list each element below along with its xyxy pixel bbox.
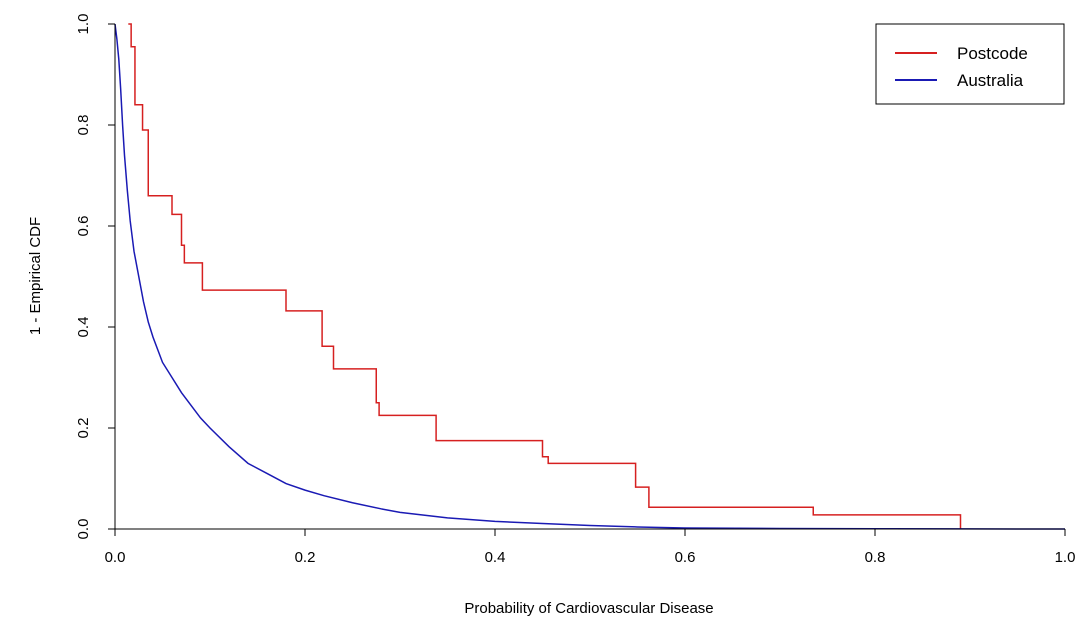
x-tick-label: 1.0	[1055, 549, 1076, 566]
legend-box	[875, 23, 1065, 105]
y-tick-label: 0.6	[75, 216, 92, 237]
series-layer	[114, 23, 1065, 530]
x-tick-label: 0.8	[865, 549, 886, 566]
x-tick-label: 0.6	[675, 549, 696, 566]
y-axis-title: 1 - Empirical CDF	[27, 217, 44, 335]
series-line-australia	[114, 23, 1065, 530]
x-tick-label: 0.0	[105, 549, 126, 566]
series-line-postcode	[128, 23, 962, 529]
y-ticks: 0.0 0.2 0.4 0.6 0.8 1.0	[75, 14, 115, 540]
x-tick-label: 0.4	[485, 549, 506, 566]
y-tick-label: 0.0	[75, 519, 92, 540]
y-tick-label: 0.2	[75, 418, 92, 439]
y-tick-label: 1.0	[75, 14, 92, 35]
x-ticks: 0.0 0.2 0.4 0.6 0.8 1.0	[105, 529, 1076, 566]
x-axis-title: Probability of Cardiovascular Disease	[464, 600, 713, 617]
x-tick-label: 0.2	[295, 549, 316, 566]
legend-label-postcode: Postcode	[957, 44, 1028, 63]
legend: Postcode Australia	[875, 23, 1065, 105]
legend-label-australia: Australia	[957, 71, 1024, 90]
y-tick-label: 0.4	[75, 317, 92, 338]
y-tick-label: 0.8	[75, 115, 92, 136]
